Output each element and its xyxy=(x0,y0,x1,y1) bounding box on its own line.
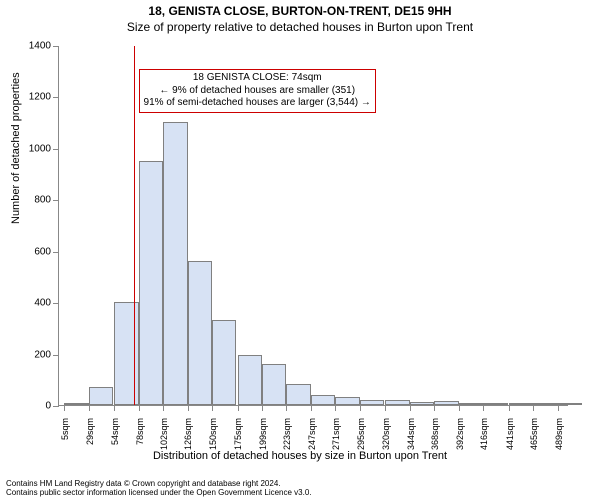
x-tick: 295sqm xyxy=(360,405,361,411)
x-tick-label: 295sqm xyxy=(356,418,366,450)
histogram-bar xyxy=(385,400,409,405)
y-tick-label: 1000 xyxy=(29,143,51,154)
x-tick-label: 126sqm xyxy=(184,418,194,450)
x-tick: 175sqm xyxy=(238,405,239,411)
x-tick-label: 54sqm xyxy=(110,418,120,445)
x-tick: 247sqm xyxy=(311,405,312,411)
y-tick-label: 200 xyxy=(34,349,51,360)
x-tick-label: 465sqm xyxy=(529,418,539,450)
histogram-bar xyxy=(558,403,582,405)
histogram-bar xyxy=(360,400,384,405)
x-tick: 489sqm xyxy=(558,405,559,411)
x-tick-label: 175sqm xyxy=(234,418,244,450)
x-tick-label: 271sqm xyxy=(331,418,341,450)
y-tick xyxy=(53,303,59,304)
y-tick xyxy=(53,97,59,98)
footer-line1: Contains HM Land Registry data © Crown c… xyxy=(6,479,312,488)
histogram-bar xyxy=(434,401,458,405)
annotation-line3: 91% of semi-detached houses are larger (… xyxy=(144,97,371,110)
chart-footer: Contains HM Land Registry data © Crown c… xyxy=(6,479,312,497)
x-tick-label: 223sqm xyxy=(282,418,292,450)
x-tick-label: 5sqm xyxy=(60,418,70,440)
histogram-bar xyxy=(163,122,187,405)
x-tick-label: 416sqm xyxy=(479,418,489,450)
histogram-bar xyxy=(188,261,212,405)
x-tick: 392sqm xyxy=(459,405,460,411)
histogram-bar xyxy=(459,403,483,405)
x-tick: 126sqm xyxy=(188,405,189,411)
histogram-bar xyxy=(64,403,88,405)
property-size-histogram: 18, GENISTA CLOSE, BURTON-ON-TRENT, DE15… xyxy=(0,4,600,500)
plot-container: 02004006008001000120014005sqm29sqm54sqm7… xyxy=(58,46,568,406)
x-tick: 29sqm xyxy=(89,405,90,411)
x-tick-label: 368sqm xyxy=(430,418,440,450)
x-tick: 441sqm xyxy=(509,405,510,411)
x-tick: 223sqm xyxy=(286,405,287,411)
histogram-bar xyxy=(286,384,310,405)
histogram-bar xyxy=(139,161,163,405)
y-tick-label: 1400 xyxy=(29,41,51,52)
y-tick xyxy=(53,252,59,253)
x-tick: 78sqm xyxy=(139,405,140,411)
reference-line xyxy=(134,46,135,405)
y-tick xyxy=(53,406,59,407)
y-tick xyxy=(53,355,59,356)
x-tick: 465sqm xyxy=(533,405,534,411)
y-tick-label: 600 xyxy=(34,246,51,257)
x-tick-label: 344sqm xyxy=(406,418,416,450)
x-tick: 150sqm xyxy=(212,405,213,411)
y-tick-label: 400 xyxy=(34,298,51,309)
plot-area: 02004006008001000120014005sqm29sqm54sqm7… xyxy=(58,46,568,406)
y-tick xyxy=(53,46,59,47)
histogram-bar xyxy=(311,395,335,405)
y-tick xyxy=(53,149,59,150)
x-tick: 5sqm xyxy=(64,405,65,411)
x-tick: 54sqm xyxy=(114,405,115,411)
x-tick-label: 441sqm xyxy=(505,418,515,450)
histogram-bar xyxy=(238,355,262,405)
x-tick: 320sqm xyxy=(385,405,386,411)
x-tick: 368sqm xyxy=(434,405,435,411)
x-tick-label: 29sqm xyxy=(85,418,95,445)
chart-title-address: 18, GENISTA CLOSE, BURTON-ON-TRENT, DE15… xyxy=(0,4,600,18)
x-tick-label: 247sqm xyxy=(307,418,317,450)
annotation-line2: ← 9% of detached houses are smaller (351… xyxy=(144,85,371,98)
x-tick-label: 150sqm xyxy=(208,418,218,450)
histogram-bar xyxy=(262,364,286,405)
y-tick-label: 800 xyxy=(34,195,51,206)
x-tick: 271sqm xyxy=(335,405,336,411)
histogram-bar xyxy=(335,397,359,405)
x-tick: 199sqm xyxy=(262,405,263,411)
histogram-bar xyxy=(483,403,507,405)
x-tick-label: 199sqm xyxy=(258,418,268,450)
x-tick: 416sqm xyxy=(483,405,484,411)
chart-subtitle: Size of property relative to detached ho… xyxy=(0,20,600,34)
annotation-box: 18 GENISTA CLOSE: 74sqm← 9% of detached … xyxy=(139,69,376,113)
annotation-line1: 18 GENISTA CLOSE: 74sqm xyxy=(144,72,371,85)
histogram-bar xyxy=(533,403,557,405)
x-tick-label: 392sqm xyxy=(455,418,465,450)
histogram-bar xyxy=(410,402,434,405)
x-tick-label: 78sqm xyxy=(135,418,145,445)
x-axis-label: Distribution of detached houses by size … xyxy=(0,450,600,462)
x-tick: 344sqm xyxy=(410,405,411,411)
y-axis-label: Number of detached properties xyxy=(10,72,22,224)
y-tick-label: 1200 xyxy=(29,92,51,103)
y-tick-label: 0 xyxy=(45,401,51,412)
x-tick-label: 489sqm xyxy=(554,418,564,450)
x-tick: 102sqm xyxy=(163,405,164,411)
x-tick-label: 102sqm xyxy=(159,418,169,450)
x-tick-label: 320sqm xyxy=(381,418,391,450)
y-tick xyxy=(53,200,59,201)
histogram-bar xyxy=(212,320,236,405)
histogram-bar xyxy=(89,387,113,405)
footer-line2: Contains public sector information licen… xyxy=(6,488,312,497)
histogram-bar xyxy=(509,403,533,405)
